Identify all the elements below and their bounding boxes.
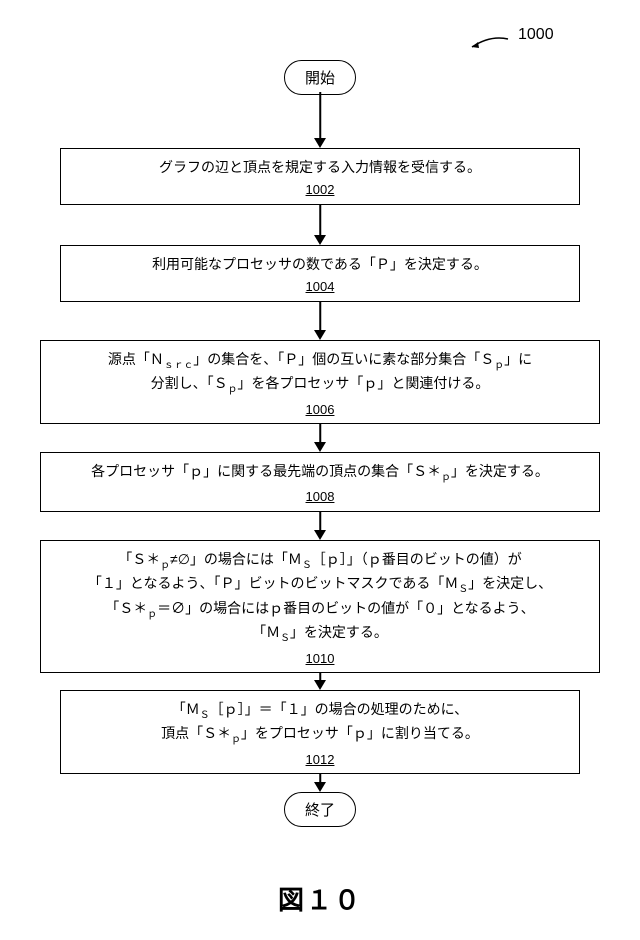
flowchart-container: 1000 開始 グラフの辺と頂点を規定する入力情報を受信する。 1002 利用可能な…	[0, 0, 640, 940]
step-1006: 源点「Ｎｓｒｃ」の集合を、「Ｐ」個の互いに素な部分集合「Ｓｐ」に分割し、「Ｓｐ」…	[40, 340, 600, 424]
step-id: 1004	[67, 277, 573, 297]
step-id: 1010	[47, 649, 593, 669]
terminal-end: 終了	[284, 792, 356, 827]
arrow-line	[319, 92, 321, 138]
arrow-head	[314, 680, 326, 690]
step-id: 1002	[67, 180, 573, 200]
figure-label: 図１０	[278, 880, 362, 917]
step-text: 源点「Ｎｓｒｃ」の集合を、「Ｐ」個の互いに素な部分集合「Ｓｐ」に分割し、「Ｓｐ」…	[108, 351, 532, 391]
step-text: 各プロセッサ「ｐ」に関する最先端の頂点の集合「Ｓ＊ｐ」を決定する。	[91, 463, 549, 479]
step-text: 利用可能なプロセッサの数である「Ｐ」を決定する。	[152, 256, 488, 272]
terminal-start: 開始	[284, 60, 356, 95]
terminal-start-label: 開始	[305, 70, 335, 87]
step-text: 「Ｓ＊ｐ≠∅」の場合には「ＭＳ［ｐ］」（ｐ番目のビットの値）が「１」となるよう、…	[88, 551, 552, 640]
step-id: 1012	[67, 750, 573, 770]
step-text: グラフの辺と頂点を規定する入力情報を受信する。	[159, 159, 481, 175]
arrow-head	[314, 530, 326, 540]
arrow-line	[319, 297, 321, 330]
step-id: 1008	[47, 487, 593, 507]
arrow-head	[314, 442, 326, 452]
reference-arrow	[470, 35, 510, 50]
reference-number: 1000	[518, 26, 554, 44]
terminal-end-label: 終了	[305, 802, 335, 819]
step-1002: グラフの辺と頂点を規定する入力情報を受信する。 1002	[60, 148, 580, 205]
step-1010: 「Ｓ＊ｐ≠∅」の場合には「ＭＳ［ｐ］」（ｐ番目のビットの値）が「１」となるよう、…	[40, 540, 600, 673]
arrow-head	[314, 235, 326, 245]
arrow-head	[314, 782, 326, 792]
arrow-head	[314, 330, 326, 340]
step-id: 1006	[47, 400, 593, 420]
arrow-line	[319, 200, 321, 235]
step-1012: 「ＭＳ［ｐ］」＝「１」の場合の処理のために、頂点「Ｓ＊ｐ」をプロセッサ「ｐ」に割…	[60, 690, 580, 774]
step-text: 「ＭＳ［ｐ］」＝「１」の場合の処理のために、頂点「Ｓ＊ｐ」をプロセッサ「ｐ」に割…	[161, 701, 479, 741]
step-1008: 各プロセッサ「ｐ」に関する最先端の頂点の集合「Ｓ＊ｐ」を決定する。 1008	[40, 452, 600, 512]
arrow-head	[314, 138, 326, 148]
step-1004: 利用可能なプロセッサの数である「Ｐ」を決定する。 1004	[60, 245, 580, 302]
